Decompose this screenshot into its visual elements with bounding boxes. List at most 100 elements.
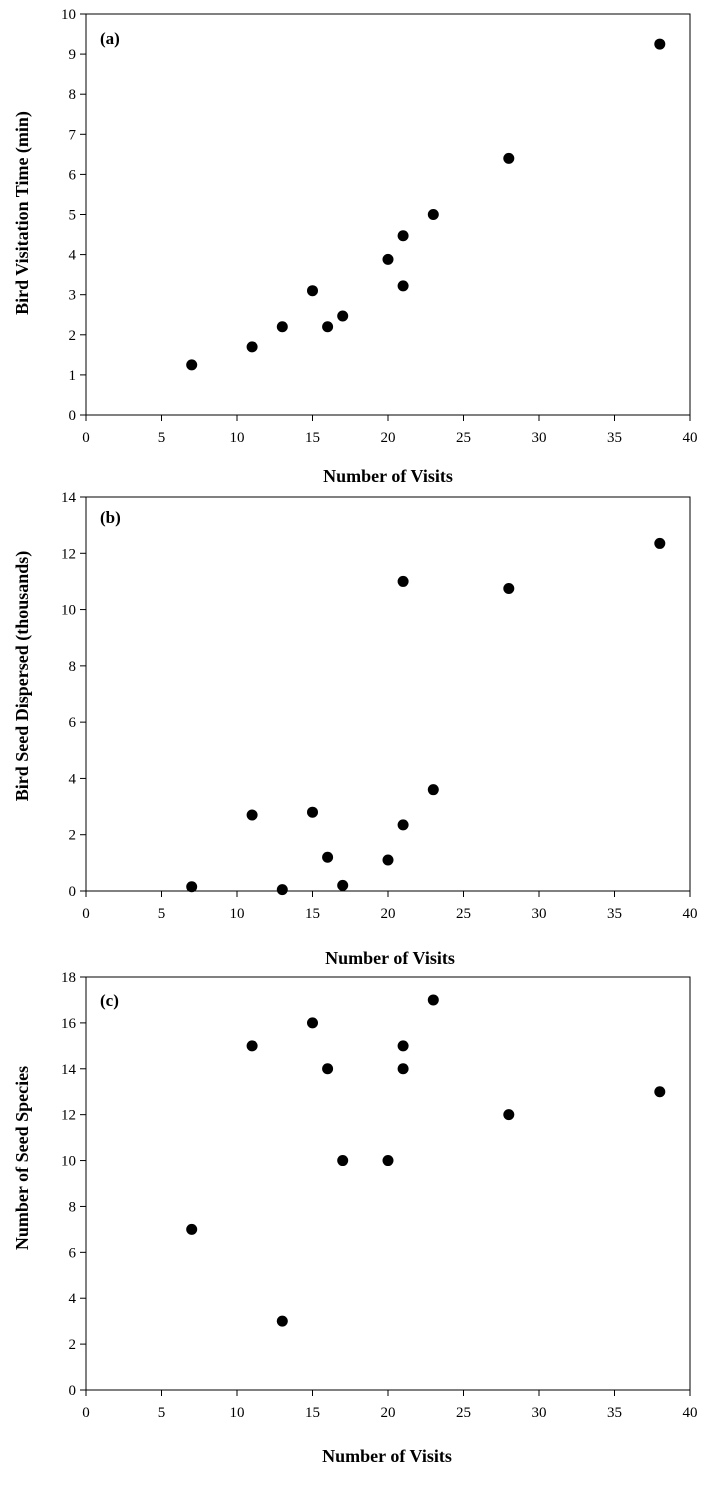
y-tick-label-c: 10 [61, 1154, 76, 1170]
y-tick-label-a: 3 [69, 288, 77, 304]
data-point-a [186, 359, 198, 371]
data-point-c [503, 1109, 515, 1121]
y-tick-label-c: 8 [69, 1199, 77, 1215]
data-point-c [186, 1223, 198, 1235]
y-tick-label-a: 8 [69, 87, 77, 103]
x-tick-label-c: 30 [532, 1405, 547, 1421]
plot-frame-c [85, 976, 691, 1391]
y-tick-label-b: 8 [69, 659, 77, 675]
y-tick-label-a: 10 [61, 7, 76, 23]
data-point-c [427, 994, 439, 1006]
y-tick-label-c: 18 [61, 970, 76, 986]
x-tick-label-c: 15 [305, 1405, 320, 1421]
x-tick-label-b: 0 [82, 906, 90, 922]
x-axis-title-c: Number of Visits [322, 1446, 452, 1466]
x-tick-label-b: 25 [456, 906, 471, 922]
y-tick-label-c: 4 [69, 1291, 77, 1307]
x-tick-label-a: 25 [456, 430, 471, 446]
data-point-b [503, 582, 515, 594]
data-point-a [276, 321, 288, 333]
x-tick-label-b: 15 [305, 906, 320, 922]
data-point-a [397, 280, 409, 292]
y-tick-label-a: 1 [69, 368, 77, 384]
data-point-a [654, 38, 666, 50]
y-tick-label-b: 10 [61, 603, 76, 619]
panel-c: (c) Number of Seed Species Number of Vis… [12, 970, 698, 1466]
data-point-c [276, 1315, 288, 1327]
data-point-b [382, 854, 394, 866]
y-tick-label-b: 4 [69, 771, 77, 787]
y-tick-label-b: 14 [61, 490, 77, 506]
data-point-b [397, 819, 409, 831]
x-tick-label-c: 5 [158, 1405, 166, 1421]
panel-b: (b) Bird Seed Dispersed (thousands) Numb… [12, 490, 698, 968]
data-point-b [246, 809, 258, 821]
x-axis-title-a: Number of Visits [323, 466, 453, 486]
x-tick-label-a: 15 [305, 430, 320, 446]
y-tick-label-c: 0 [69, 1383, 77, 1399]
data-point-a [337, 310, 349, 322]
y-axis-title-b: Bird Seed Dispersed (thousands) [12, 551, 33, 802]
x-tick-label-c: 20 [381, 1405, 396, 1421]
x-tick-label-b: 30 [532, 906, 547, 922]
data-point-b [276, 884, 288, 896]
data-point-a [322, 321, 334, 333]
x-tick-label-a: 10 [230, 430, 245, 446]
y-tick-label-a: 5 [69, 208, 77, 224]
x-tick-label-b: 40 [683, 906, 698, 922]
data-point-a [246, 341, 258, 353]
y-axis-title-a: Bird Visitation Time (min) [12, 111, 33, 315]
data-point-c [337, 1155, 349, 1167]
x-axis-title-b: Number of Visits [325, 948, 455, 968]
y-tick-label-b: 6 [69, 715, 77, 731]
y-tick-label-a: 4 [69, 248, 77, 264]
data-point-a [307, 285, 318, 297]
x-tick-label-c: 0 [82, 1405, 90, 1421]
panel-label-c: (c) [100, 991, 119, 1010]
y-tick-label-c: 6 [69, 1245, 77, 1261]
y-tick-label-c: 12 [61, 1108, 76, 1124]
y-tick-label-b: 0 [69, 884, 77, 900]
y-tick-label-a: 2 [69, 328, 77, 344]
panel-label-a: (a) [100, 29, 120, 48]
data-point-b [186, 881, 198, 893]
panel-label-b: (b) [100, 508, 121, 527]
plot-frame-a [85, 13, 691, 416]
x-tick-label-b: 35 [607, 906, 622, 922]
data-point-a [382, 253, 394, 265]
data-point-c [246, 1040, 258, 1052]
x-tick-label-a: 30 [532, 430, 547, 446]
data-point-b [322, 851, 334, 863]
y-tick-label-b: 2 [69, 828, 77, 844]
y-tick-label-a: 9 [69, 47, 77, 63]
data-point-c [307, 1017, 318, 1029]
data-point-a [503, 152, 515, 164]
y-tick-label-a: 6 [69, 167, 77, 183]
panel-a: (a) Bird Visitation Time (min) Number of… [12, 7, 698, 486]
x-tick-label-a: 5 [158, 430, 166, 446]
data-point-c [654, 1086, 666, 1098]
data-point-a [397, 230, 409, 242]
y-tick-label-b: 12 [61, 546, 76, 562]
y-tick-label-c: 16 [61, 1016, 77, 1032]
x-tick-label-c: 10 [230, 1405, 245, 1421]
x-tick-label-a: 35 [607, 430, 622, 446]
x-tick-label-c: 25 [456, 1405, 471, 1421]
data-point-b [654, 537, 666, 549]
y-tick-label-c: 14 [61, 1062, 77, 1078]
data-point-c [397, 1040, 409, 1052]
x-tick-label-b: 5 [158, 906, 166, 922]
x-tick-label-b: 10 [230, 906, 245, 922]
x-tick-label-b: 20 [381, 906, 396, 922]
x-tick-label-a: 0 [82, 430, 90, 446]
data-point-b [397, 575, 409, 587]
data-point-a [427, 209, 439, 220]
x-tick-label-c: 35 [607, 1405, 622, 1421]
y-axis-title-c: Number of Seed Species [12, 1066, 32, 1250]
data-point-c [322, 1063, 334, 1075]
y-tick-label-c: 2 [69, 1337, 77, 1353]
x-tick-label-c: 40 [683, 1405, 698, 1421]
data-point-b [337, 879, 349, 891]
data-point-c [397, 1063, 409, 1075]
